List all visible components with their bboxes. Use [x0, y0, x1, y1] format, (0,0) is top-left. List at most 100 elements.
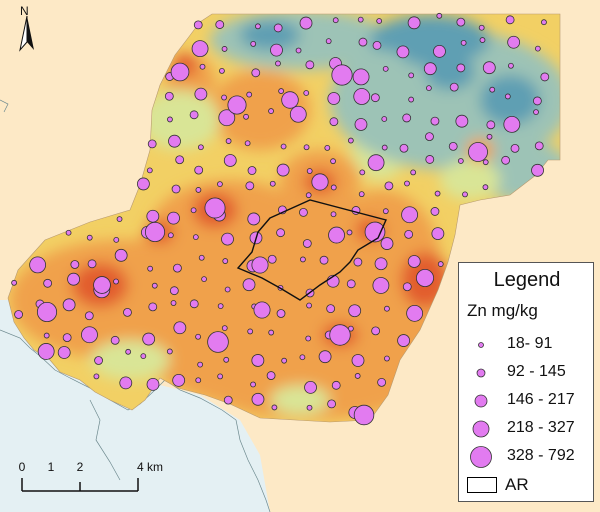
sample-point — [330, 184, 337, 191]
study-area-outline — [7, 13, 561, 423]
sample-point — [396, 45, 410, 59]
sample-point — [407, 255, 421, 268]
sample-point — [273, 23, 283, 33]
scale-bar-graphic — [21, 478, 139, 492]
sample-point — [281, 91, 299, 109]
sample-point — [246, 91, 253, 98]
sample-point — [305, 60, 315, 70]
sampling-points — [11, 12, 550, 426]
sample-point — [37, 343, 55, 360]
sample-point — [353, 257, 363, 267]
legend-label-5: 328 - 792 — [507, 447, 575, 464]
sample-point — [217, 373, 224, 380]
sample-point — [299, 354, 306, 361]
sample-point — [93, 276, 111, 294]
legend-symbol-2 — [476, 368, 486, 378]
sample-point — [299, 208, 308, 217]
sample-point — [110, 335, 120, 345]
sample-point — [114, 248, 128, 262]
legend-subtitle: Zn mg/kg — [467, 301, 538, 320]
sample-point — [223, 395, 233, 405]
sample-point — [276, 163, 290, 177]
sample-point — [482, 184, 489, 191]
sample-point — [173, 321, 187, 335]
sample-point — [416, 269, 434, 287]
sample-point — [65, 229, 72, 236]
sample-point — [250, 41, 257, 47]
sample-point — [534, 141, 544, 151]
sample-point — [198, 254, 205, 261]
sample-point — [167, 116, 173, 123]
sample-point — [192, 234, 199, 241]
legend-label-3: 146 - 217 — [507, 391, 575, 408]
sample-point — [430, 207, 440, 216]
legend-class-5: 328 - 792 — [459, 443, 595, 471]
sample-point — [268, 108, 274, 114]
sample-point — [370, 93, 380, 103]
sample-point — [195, 187, 202, 193]
sample-point — [311, 173, 329, 191]
sample-point — [433, 44, 446, 58]
legend-label-4: 218 - 327 — [507, 419, 575, 436]
sample-point — [86, 234, 93, 241]
sample-point — [221, 325, 228, 332]
sample-point — [372, 277, 390, 294]
sample-point — [404, 180, 410, 187]
sample-point — [408, 96, 415, 103]
sample-point — [113, 278, 119, 285]
sample-point — [462, 191, 468, 198]
sample-point — [223, 356, 230, 363]
legend-ar-label: AR — [505, 475, 529, 494]
legend-ar-row: AR — [459, 473, 595, 499]
scale-tick-0: 0 — [18, 460, 26, 474]
sample-point — [533, 109, 539, 116]
sample-point — [426, 85, 432, 92]
sample-point — [81, 326, 98, 344]
sample-point — [193, 20, 203, 30]
sample-point — [407, 16, 421, 30]
sample-point — [227, 95, 247, 115]
sample-point — [357, 16, 364, 23]
sample-point — [353, 88, 371, 105]
north-arrow — [14, 4, 40, 56]
sample-point — [377, 377, 387, 387]
sample-point — [468, 142, 488, 162]
sample-point — [351, 354, 365, 367]
sample-point — [331, 64, 353, 86]
sample-point — [478, 24, 485, 31]
sample-point — [510, 143, 520, 153]
sample-point — [348, 304, 362, 318]
sample-point — [62, 298, 76, 312]
sample-point — [224, 286, 231, 293]
sample-point — [456, 63, 466, 73]
sample-point — [532, 96, 542, 106]
sample-point — [430, 116, 440, 126]
sample-point — [352, 68, 370, 86]
coastline — [0, 99, 271, 512]
sample-point — [329, 117, 339, 127]
sample-point — [201, 276, 207, 283]
sample-point — [136, 177, 150, 191]
sample-point — [318, 350, 332, 364]
sample-point — [217, 303, 224, 310]
sample-point — [251, 68, 261, 78]
scale-bar: 0 1 2 4 km — [14, 460, 174, 496]
legend-symbol-1 — [478, 342, 484, 348]
sample-point — [346, 279, 356, 289]
sample-point — [508, 62, 514, 69]
sample-point — [164, 91, 174, 101]
sample-point — [167, 232, 174, 239]
legend-class-4: 218 - 327 — [459, 415, 595, 443]
sample-point — [221, 46, 228, 52]
scale-tick-2: 2 — [76, 460, 84, 474]
sample-point — [245, 181, 255, 191]
sample-point — [306, 168, 313, 174]
sample-point — [434, 190, 441, 197]
sample-point — [300, 256, 306, 263]
sample-point — [325, 38, 332, 45]
sample-point — [84, 311, 94, 321]
sample-point — [437, 261, 444, 267]
sample-point — [541, 19, 547, 26]
sample-point — [406, 304, 424, 322]
sample-point — [382, 65, 389, 72]
